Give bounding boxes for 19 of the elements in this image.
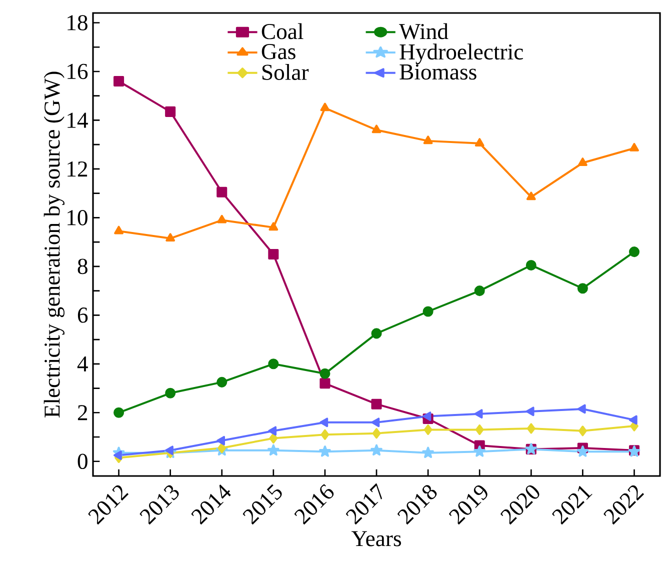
y-tick-label: 10 xyxy=(68,210,88,226)
legend-label: Solar xyxy=(262,64,309,80)
y-tick-label: 16 xyxy=(68,64,88,80)
y-tick-label: 4 xyxy=(77,356,88,372)
legend-label: Wind xyxy=(399,23,448,40)
legend-label: Coal xyxy=(262,23,304,40)
y-tick-label: 14 xyxy=(68,112,88,128)
x-tick-label: 2021 xyxy=(552,486,592,525)
y-tick-label: 12 xyxy=(68,161,88,176)
y-tick-label: 0 xyxy=(78,454,88,470)
y-tick-label: 6 xyxy=(78,308,88,323)
x-axis-title: Years xyxy=(351,531,401,546)
legend-label: Biomass xyxy=(400,64,476,80)
legend-label: Gas xyxy=(262,44,296,60)
y-axis-title: Electricity generation by source (GW) xyxy=(44,72,64,418)
legend-label: Hydroelectric xyxy=(400,44,523,64)
y-tick-label: 8 xyxy=(78,258,88,274)
y-tick-label: 18 xyxy=(68,15,88,30)
y-tick-label: 2 xyxy=(78,405,88,420)
